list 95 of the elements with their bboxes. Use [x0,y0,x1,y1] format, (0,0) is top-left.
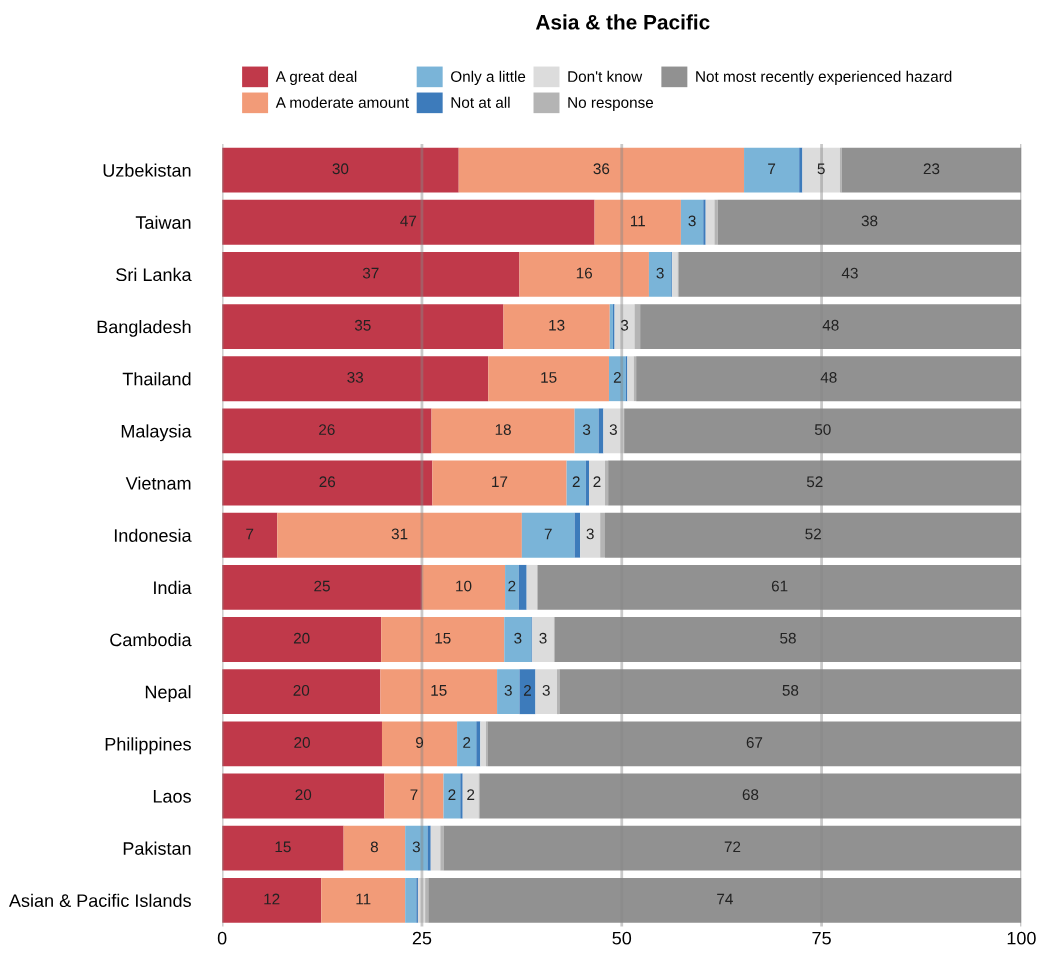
data-label: 2 [508,580,516,592]
legend-label: Not at all [451,96,510,108]
data-label: 61 [771,580,788,592]
data-label: 7 [410,789,418,800]
y-tick-label: Laos [153,790,191,803]
data-label: 15 [275,841,291,853]
y-tick-label: Cambodia [110,632,192,647]
data-label: 15 [431,685,447,696]
data-label: 36 [593,163,610,175]
data-label: 68 [742,789,759,801]
data-label: 52 [806,476,823,488]
data-label: 2 [572,476,580,487]
data-label: 3 [542,684,550,696]
y-tick-label: Pakistan [123,841,191,855]
data-label: 5 [817,163,825,175]
data-label: 3 [620,319,629,331]
legend-label: No response [568,97,654,111]
legend-label: A great deal [275,70,357,85]
data-label: 3 [412,841,420,853]
data-label: 3 [586,528,594,540]
y-tick-label: Thailand [122,372,191,386]
data-label: 31 [391,528,408,540]
y-tick-label: Uzbekistan [103,163,191,177]
x-tick-label: 75 [812,931,831,945]
data-label: 13 [549,319,565,331]
data-label: 25 [314,580,330,592]
data-label: 48 [822,319,839,331]
data-label: 2 [523,684,531,696]
data-label: 2 [593,476,601,487]
data-label: 12 [264,893,280,905]
legend-label: A moderate amount [275,96,409,108]
y-tick-label: Sri Lanka [116,267,192,282]
data-label: 3 [609,424,617,435]
data-label: 3 [656,267,664,279]
data-label: 52 [805,528,821,540]
y-tick-label: Asian & Pacific Islands [8,893,191,908]
x-tick-label: 100 [1007,931,1036,945]
data-label: 43 [841,267,858,279]
chart-title: Asia & the Pacific [535,14,710,30]
data-label: 38 [861,215,878,227]
data-label: 20 [293,632,310,644]
data-label: 3 [504,684,512,696]
data-label: 67 [746,737,763,748]
data-label: 7 [544,528,552,540]
y-tick-label: Indonesia [114,528,192,542]
data-label: 3 [539,632,547,644]
data-label: 58 [780,632,796,644]
data-label: 7 [768,163,776,175]
data-label: 10 [456,580,472,592]
data-label: 26 [319,476,336,488]
legend-label: Only a little [451,70,526,85]
data-label: 3 [514,632,522,644]
data-label: 15 [541,372,557,383]
legend-label: Not most recently experienced hazard [696,70,952,85]
data-label: 3 [582,424,591,435]
data-label: 47 [400,215,417,227]
data-label: 50 [814,424,831,435]
data-label: 48 [820,372,837,383]
y-tick-label: Vietnam [125,476,191,490]
y-tick-label: India [154,580,192,595]
x-tick-label: 50 [612,931,632,945]
data-label: 11 [630,215,645,227]
data-label: 26 [319,424,335,435]
data-label: 20 [294,737,310,748]
data-label: 2 [467,789,475,800]
data-label: 8 [370,841,378,853]
data-label: 58 [782,684,799,696]
data-label: 74 [717,893,733,905]
y-tick-label: Taiwan [135,215,191,229]
data-label: 18 [495,424,511,435]
y-tick-label: Malaysia [121,424,192,442]
data-label: 20 [295,789,312,801]
data-label: 72 [724,841,741,853]
data-label: 2 [448,789,456,800]
data-label: 16 [576,267,593,279]
data-label: 3 [688,215,696,227]
x-tick-label: 0 [217,931,227,945]
legend-label: Don't know [568,70,643,82]
data-label: 33 [347,372,364,383]
data-label: 11 [356,893,371,905]
data-label: 23 [923,163,940,175]
data-label: 37 [362,267,379,279]
data-label: 30 [332,163,349,175]
data-label: 35 [354,319,371,331]
data-label: 9 [416,737,424,748]
y-tick-label: Bangladesh [97,320,191,337]
y-tick-label: Nepal [145,685,191,702]
data-label: 2 [613,372,621,383]
data-label: 2 [463,737,471,748]
y-tick-label: Philippines [105,737,191,755]
data-label: 15 [435,632,451,644]
x-tick-label: 25 [412,931,432,945]
data-label: 7 [246,528,254,540]
data-label: 17 [492,476,508,487]
data-label: 20 [293,684,310,696]
